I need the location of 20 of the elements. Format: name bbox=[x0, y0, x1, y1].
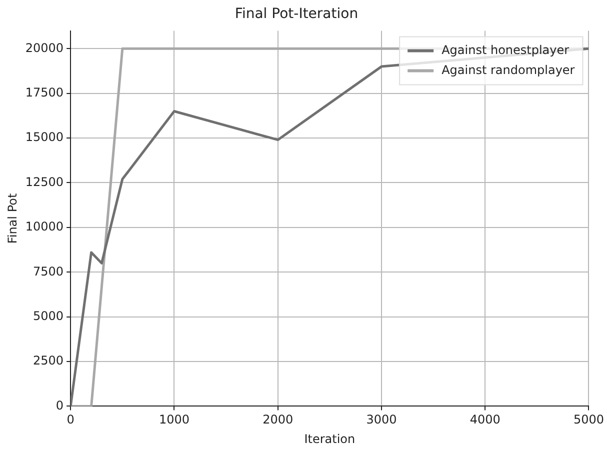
y-tick-label: 0 bbox=[56, 398, 64, 412]
y-tick-label: 10000 bbox=[25, 220, 64, 234]
legend-label: Against honestplayer bbox=[442, 42, 570, 57]
y-tick-label: 2500 bbox=[33, 354, 64, 368]
y-tick-label: 5000 bbox=[33, 308, 64, 323]
legend-label: Against randomplayer bbox=[442, 62, 575, 77]
chart-title: Final Pot-Iteration bbox=[234, 6, 358, 22]
x-tick-label: 0 bbox=[66, 412, 74, 427]
x-tick-label: 4000 bbox=[470, 412, 500, 427]
x-tick-label: 3000 bbox=[366, 412, 397, 427]
y-tick-label: 15000 bbox=[25, 130, 64, 144]
y-tick-label: 17500 bbox=[25, 85, 64, 100]
y-tick-label: 20000 bbox=[25, 40, 64, 55]
x-tick-label: 5000 bbox=[573, 412, 604, 427]
x-axis-title: Iteration bbox=[304, 432, 356, 446]
x-tick-label: 1000 bbox=[158, 412, 190, 427]
x-tick-label: 2000 bbox=[262, 412, 294, 427]
y-tick-label: 7500 bbox=[33, 264, 64, 278]
y-axis-title: Final Pot bbox=[5, 193, 20, 244]
y-tick-label: 12500 bbox=[25, 174, 64, 189]
